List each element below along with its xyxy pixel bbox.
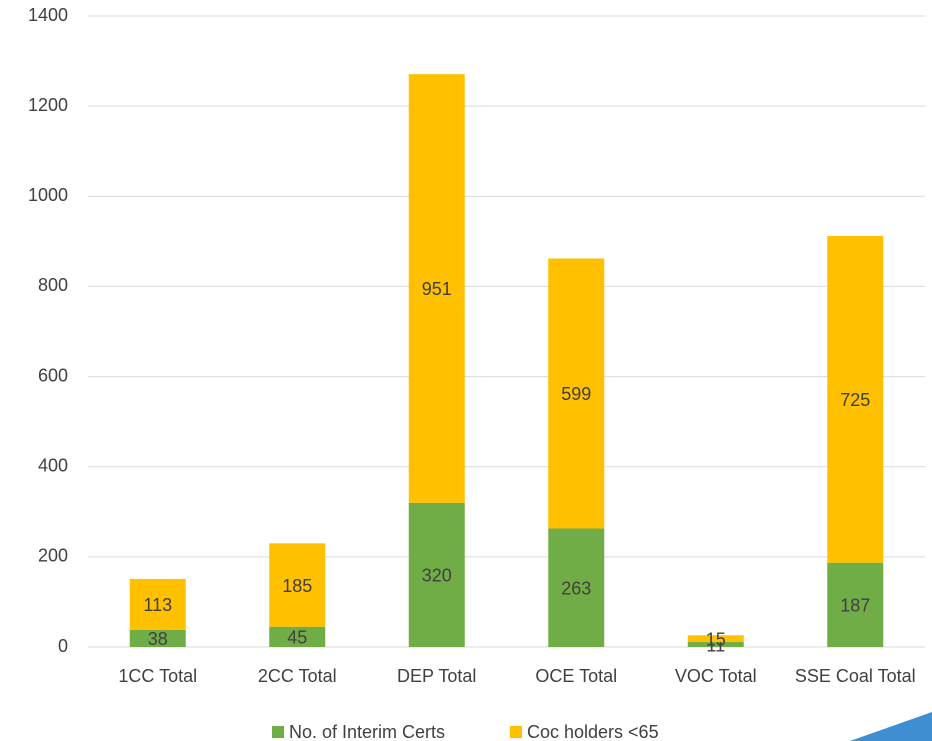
data-label: 263	[561, 578, 591, 598]
legend-label: No. of Interim Certs	[289, 722, 445, 741]
data-label: 187	[840, 596, 870, 616]
x-tick-label: VOC Total	[675, 666, 757, 686]
bar-segment	[408, 502, 465, 647]
data-label: 113	[143, 595, 172, 615]
bar-segment	[408, 74, 465, 503]
corner-decoration	[850, 712, 932, 741]
legend-swatch	[510, 726, 522, 738]
bar-segment	[687, 635, 744, 643]
bar-segment	[269, 543, 326, 627]
x-tick-label: SSE Coal Total	[795, 666, 916, 686]
data-label: 15	[706, 629, 726, 649]
x-tick-label: 2CC Total	[258, 666, 337, 686]
y-tick-label: 200	[38, 546, 68, 566]
bar-segment	[548, 528, 605, 647]
y-tick-label: 1200	[28, 95, 68, 115]
legend-swatch	[272, 726, 284, 738]
data-label: 599	[561, 384, 591, 404]
x-tick-label: OCE Total	[535, 666, 617, 686]
data-label: 38	[148, 629, 168, 649]
y-tick-label: 800	[38, 275, 68, 295]
data-label: 725	[840, 390, 870, 410]
data-label: 320	[422, 566, 452, 586]
bar-segment	[687, 642, 744, 647]
x-tick-label: 1CC Total	[118, 666, 197, 686]
data-label: 951	[422, 279, 452, 299]
y-tick-label: 600	[38, 365, 68, 385]
y-tick-label: 1000	[28, 185, 68, 205]
x-tick-label: DEP Total	[397, 666, 476, 686]
y-tick-label: 1400	[28, 5, 68, 25]
data-label: 185	[282, 576, 312, 596]
bar-segment	[129, 578, 186, 630]
bar-segment	[269, 626, 326, 647]
data-label: 45	[287, 628, 307, 648]
y-tick-label: 400	[38, 455, 68, 475]
legend-label: Coc holders <65	[527, 722, 659, 741]
bar-segment	[548, 258, 605, 529]
y-tick-label: 0	[58, 636, 68, 656]
bar-segment	[827, 235, 884, 563]
bar-segment	[827, 562, 884, 647]
bar-segment	[129, 629, 186, 647]
